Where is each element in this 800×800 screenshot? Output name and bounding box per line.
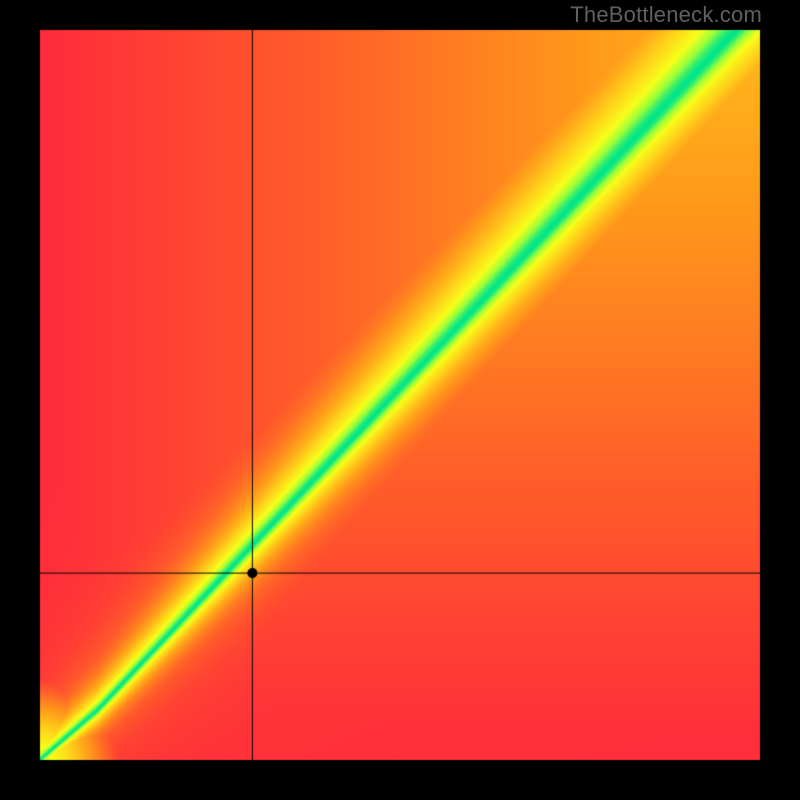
watermark-text: TheBottleneck.com	[570, 2, 762, 28]
chart-container: TheBottleneck.com	[0, 0, 800, 800]
bottleneck-heatmap-canvas	[0, 0, 800, 800]
